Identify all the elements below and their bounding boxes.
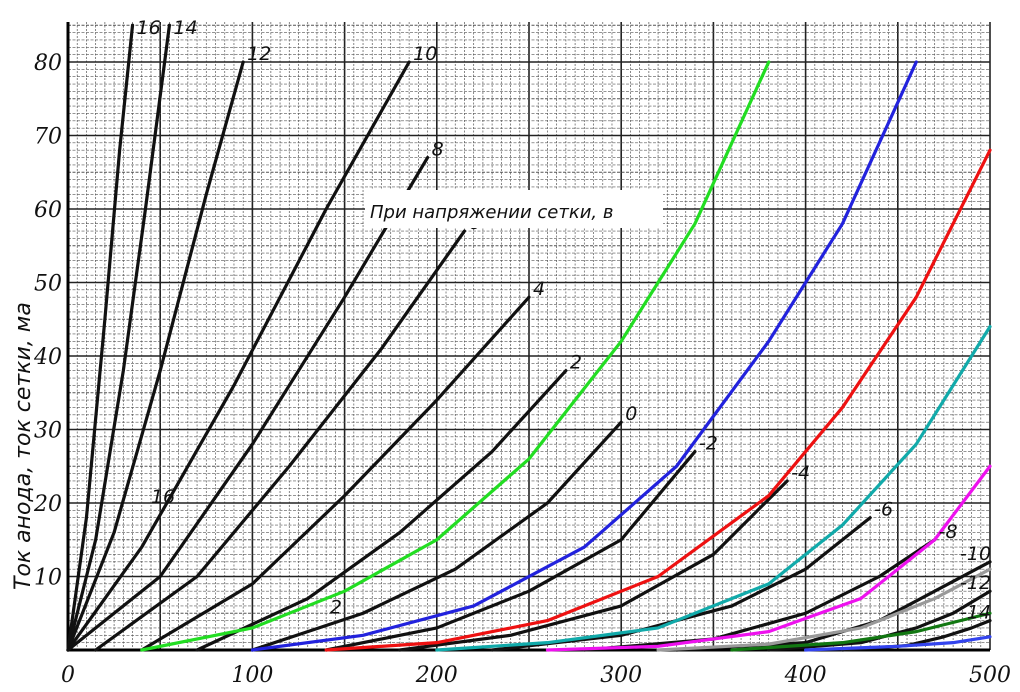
y-tick-label: 30 bbox=[34, 419, 62, 444]
y-tick-label: 10 bbox=[34, 566, 62, 591]
curve-label: 10 bbox=[413, 43, 437, 65]
x-tick-label: 300 bbox=[600, 663, 642, 688]
grid-current-curve bbox=[140, 60, 771, 652]
curve-label: 16 bbox=[137, 17, 161, 39]
anode-curve bbox=[324, 449, 697, 652]
anode-curve bbox=[66, 60, 245, 652]
curve-label: 2 bbox=[570, 352, 582, 374]
annotation-text: При напряжении сетки, в bbox=[370, 202, 613, 223]
anode-curve bbox=[66, 60, 411, 652]
x-tick-label: 500 bbox=[969, 663, 1011, 688]
grid bbox=[67, 22, 991, 651]
x-tick-label: 0 bbox=[61, 663, 75, 688]
curve-label: -12 bbox=[960, 572, 991, 594]
anode-curve bbox=[66, 23, 172, 652]
grid-current-curve bbox=[435, 325, 992, 652]
curve-label: -4 bbox=[791, 462, 810, 484]
annotation-bg bbox=[365, 190, 663, 228]
anode-curve bbox=[66, 155, 430, 652]
curve-label: -2 bbox=[699, 433, 718, 455]
y-tick-label: 20 bbox=[33, 492, 62, 517]
grid-current-curve bbox=[324, 148, 992, 652]
anode-curve bbox=[250, 420, 623, 652]
grid-current-curve bbox=[250, 60, 918, 652]
anode-curve bbox=[66, 23, 135, 652]
anode-curve bbox=[767, 589, 992, 652]
x-tick-label: 100 bbox=[231, 663, 273, 688]
x-tick-label: 400 bbox=[784, 663, 827, 688]
anode-curve bbox=[195, 369, 568, 652]
y-tick-label: 70 bbox=[34, 125, 62, 150]
y-tick-label: 80 bbox=[34, 51, 62, 76]
grid-current-series-group bbox=[140, 60, 992, 652]
curve-label: -8 bbox=[939, 521, 958, 543]
grid-current-curve bbox=[656, 567, 992, 652]
grid-current-curve bbox=[730, 611, 992, 652]
curve-label: 14 bbox=[173, 17, 197, 39]
curve-label-extra: 16 bbox=[151, 486, 175, 508]
curve-label: 12 bbox=[247, 43, 271, 65]
grid-current-curve bbox=[803, 635, 992, 652]
x-tick-label: 200 bbox=[415, 663, 458, 688]
curve-label: -14 bbox=[960, 602, 991, 624]
curve-label: 0 bbox=[625, 403, 637, 425]
y-axis-label: Ток анода, ток сетки, ма bbox=[11, 302, 36, 590]
anode-curve bbox=[582, 538, 937, 652]
curve-label: -6 bbox=[874, 499, 893, 521]
curve-label: 4 bbox=[533, 278, 545, 300]
grid-current-curve bbox=[545, 464, 992, 652]
anode-series-group bbox=[66, 23, 992, 652]
anode-curve bbox=[398, 479, 789, 652]
y-tick-label: 50 bbox=[34, 272, 62, 297]
y-tick-label: 40 bbox=[33, 345, 62, 370]
anode-curve bbox=[140, 295, 531, 652]
curve-label: -10 bbox=[960, 543, 991, 565]
curve-label: 8 bbox=[432, 139, 444, 161]
curve-label-extra: 2 bbox=[330, 596, 342, 618]
anode-curve bbox=[490, 516, 872, 652]
y-tick-label: 60 bbox=[34, 198, 62, 223]
anode-curve bbox=[94, 229, 467, 652]
